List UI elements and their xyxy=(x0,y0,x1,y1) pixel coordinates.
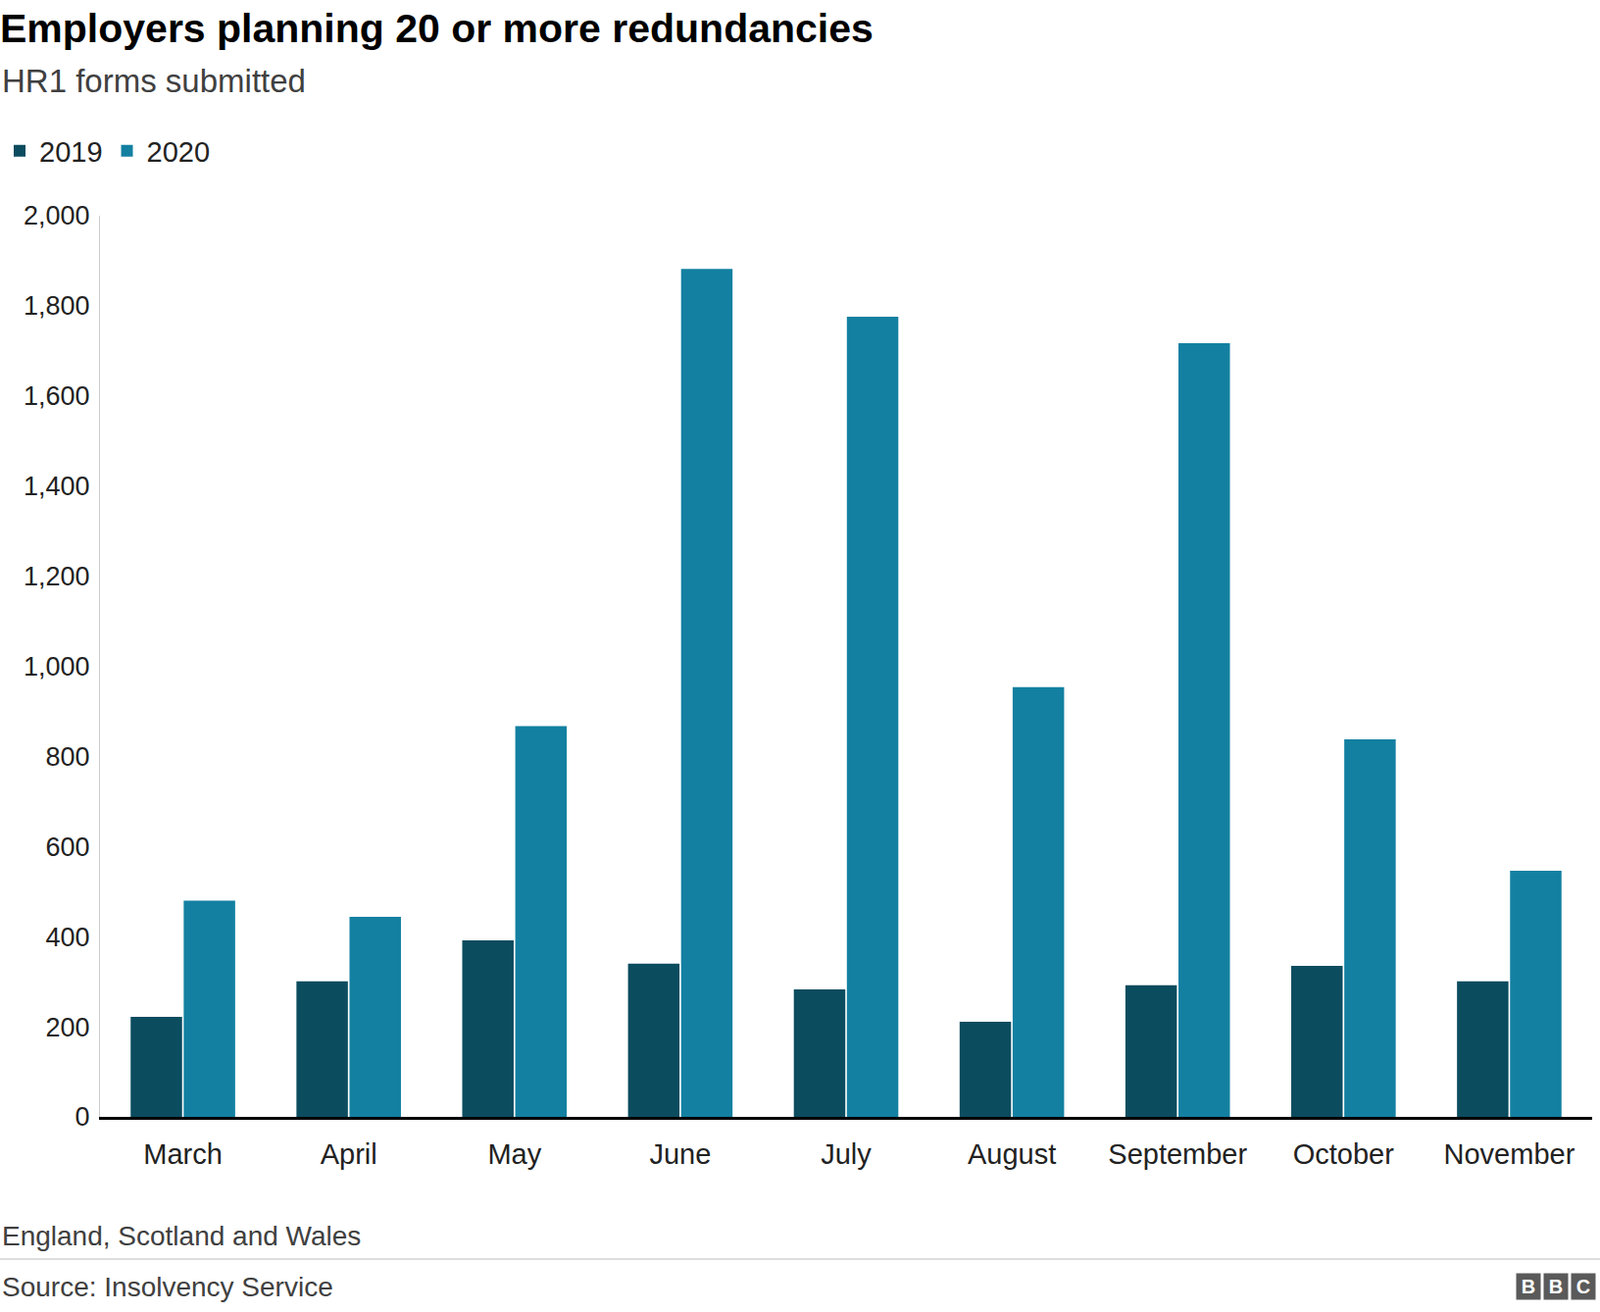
svg-text:April: April xyxy=(320,1138,378,1170)
svg-text:1,800: 1,800 xyxy=(23,291,91,321)
svg-text:B: B xyxy=(1549,1275,1563,1298)
svg-text:800: 800 xyxy=(46,742,91,772)
svg-text:July: July xyxy=(820,1138,872,1170)
svg-text:England, Scotland and Wales: England, Scotland and Wales xyxy=(1,1220,361,1251)
svg-text:HR1 forms submitted: HR1 forms submitted xyxy=(1,62,306,100)
svg-text:1,000: 1,000 xyxy=(23,651,91,682)
svg-text:1,400: 1,400 xyxy=(23,471,91,501)
svg-text:600: 600 xyxy=(46,832,91,862)
svg-text:Source: Insolvency Service: Source: Insolvency Service xyxy=(1,1271,334,1302)
svg-text:June: June xyxy=(649,1138,711,1170)
svg-text:0: 0 xyxy=(75,1101,91,1132)
svg-text:1,200: 1,200 xyxy=(23,561,91,592)
svg-text:October: October xyxy=(1293,1138,1395,1170)
svg-text:2,000: 2,000 xyxy=(23,200,91,231)
svg-text:C: C xyxy=(1576,1275,1591,1298)
svg-text:September: September xyxy=(1107,1138,1248,1170)
svg-text:200: 200 xyxy=(46,1012,91,1043)
svg-text:May: May xyxy=(487,1138,542,1170)
svg-text:B: B xyxy=(1521,1275,1536,1298)
svg-text:1,600: 1,600 xyxy=(23,381,91,411)
svg-text:March: March xyxy=(143,1138,223,1170)
svg-text:Employers planning 20 or more: Employers planning 20 or more redundanci… xyxy=(0,5,874,51)
svg-text:400: 400 xyxy=(46,922,91,952)
svg-text:2019: 2019 xyxy=(39,136,103,168)
svg-text:August: August xyxy=(967,1138,1056,1170)
svg-text:November: November xyxy=(1444,1138,1576,1170)
svg-text:2020: 2020 xyxy=(147,136,211,168)
